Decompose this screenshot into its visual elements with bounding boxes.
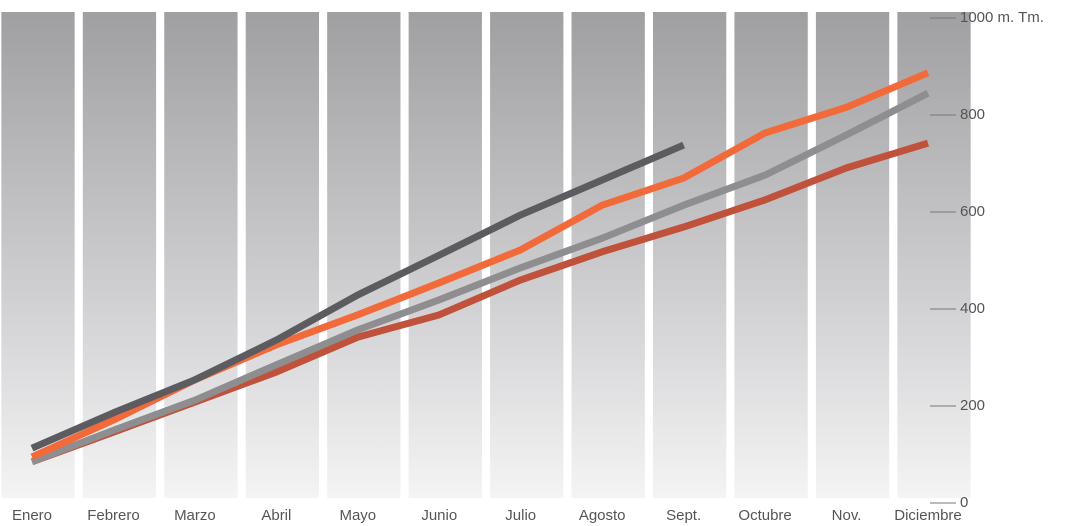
y-tick-label: 200	[960, 397, 985, 414]
stripe	[1, 12, 75, 498]
series-line	[30, 141, 686, 452]
series-line	[30, 90, 930, 466]
x-tick-label: Abril	[261, 507, 291, 524]
stripe	[815, 12, 890, 498]
y-tick-label: 400	[960, 300, 985, 317]
x-tick-label: Julio	[505, 507, 536, 524]
y-tick-label: 800	[960, 106, 985, 123]
y-tick-label: 0	[960, 494, 968, 511]
x-tick-label: Marzo	[174, 507, 216, 524]
stripe	[327, 12, 401, 498]
stripe	[164, 12, 238, 498]
x-tick-label: Febrero	[87, 507, 140, 524]
stripe	[245, 12, 320, 498]
stripe	[652, 12, 727, 498]
x-tick-label: Sept.	[666, 507, 701, 524]
x-tick-label: Enero	[12, 507, 52, 524]
background-stripes	[1, 12, 971, 498]
x-tick-label: Junio	[421, 507, 457, 524]
x-tick-label: Nov.	[832, 507, 862, 524]
x-tick-label: Octubre	[738, 507, 791, 524]
x-tick-label: Mayo	[339, 507, 376, 524]
x-tick-label: Diciembre	[894, 507, 962, 524]
y-tick-label: 1000 m. Tm.	[960, 9, 1044, 26]
y-tick-label: 600	[960, 203, 985, 220]
stripe	[897, 12, 971, 498]
stripe	[734, 12, 808, 498]
x-tick-label: Agosto	[579, 507, 626, 524]
